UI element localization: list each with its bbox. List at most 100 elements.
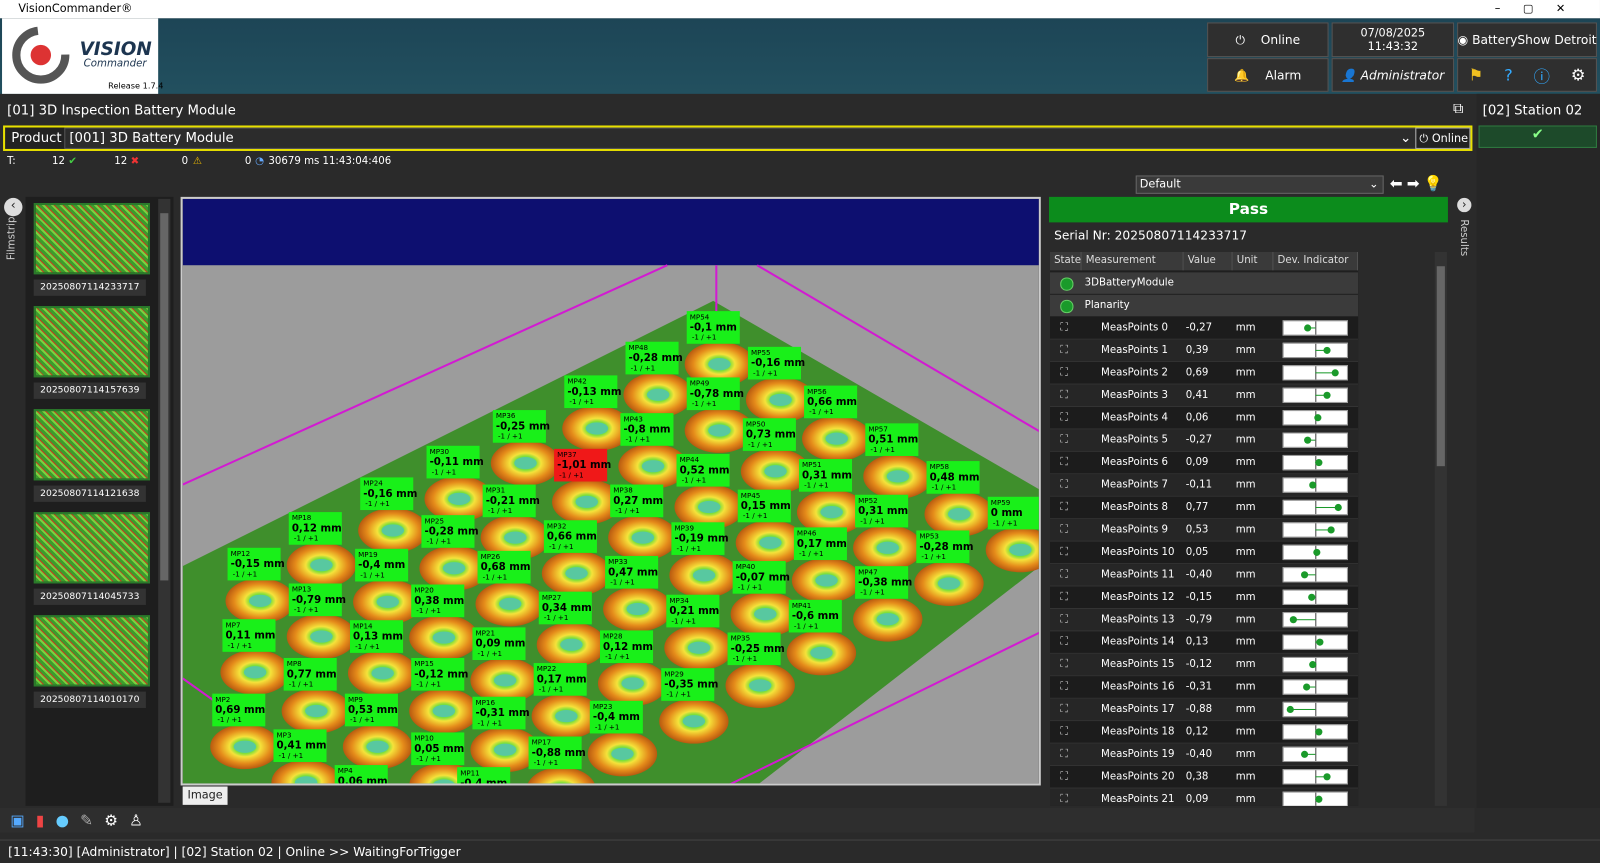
result-nav[interactable]: ⬅➡💡: [1389, 174, 1447, 193]
cell-center: [769, 393, 792, 406]
mp-name: MP10: [414, 734, 434, 743]
mp-value: 0,31 mm: [858, 506, 908, 517]
dev-center: [1315, 321, 1317, 335]
cell-center: [514, 457, 537, 470]
measurement-row: [1049, 339, 1359, 363]
measurement-row: [1049, 496, 1359, 520]
measurement-row: [1049, 429, 1359, 452]
dev-center: [1315, 613, 1317, 627]
cell-center: [248, 594, 272, 607]
product-select[interactable]: [001] 3D Battery Module ⌄: [64, 127, 1417, 149]
dev-indicator: [1282, 499, 1348, 516]
status-button[interactable]: ⏻ Online: [1415, 127, 1471, 149]
mp-label-box: [212, 693, 266, 727]
cell-center: [708, 358, 731, 371]
dev-marker: [1313, 414, 1322, 422]
mp-label-box: [798, 459, 853, 492]
measurement-unit: mm: [1235, 771, 1256, 783]
user-button[interactable]: 👤 Administrator: [1331, 58, 1455, 92]
measurement-name: MeasPoints 5: [1101, 434, 1169, 446]
mp-tolerance: -1 / +1: [355, 642, 380, 651]
time: 11:43:32: [1367, 39, 1419, 54]
state-icon: ⛶: [1060, 477, 1069, 491]
mp-value: 0 mm: [991, 508, 1023, 519]
thumbnail[interactable]: [33, 202, 150, 275]
measurement-unit: mm: [1235, 457, 1256, 469]
mp-value: 0,21 mm: [669, 606, 719, 617]
mp-name: MP18: [292, 513, 312, 522]
mp-name: MP46: [797, 529, 817, 538]
dev-indicator: [1282, 320, 1348, 336]
dev-indicator: [1282, 342, 1348, 359]
mp-name: MP56: [807, 387, 827, 396]
dev-indicator: [1282, 544, 1348, 561]
mp-value: 0,31 mm: [802, 470, 852, 481]
mp-label-box: [426, 445, 480, 479]
measurement-name: MeasPoints 20: [1101, 771, 1175, 783]
dev-marker: [1304, 324, 1312, 332]
window-controls[interactable]: –▢✕: [1494, 2, 1588, 16]
mp-label-box: [599, 630, 654, 664]
mp-name: MP58: [930, 462, 950, 471]
thumbnail[interactable]: [33, 512, 150, 584]
measurement-row: [1049, 698, 1359, 722]
mp-name: MP3: [277, 731, 292, 740]
cell-center: [937, 577, 961, 590]
release: Release 1.7.4: [108, 81, 164, 91]
thumbnail[interactable]: [33, 409, 150, 481]
mp-name: MP23: [593, 702, 613, 711]
mp-tolerance: -1 / +1: [860, 516, 885, 525]
icon-buttons[interactable]: ⚑? ⓘ ⚙: [1457, 58, 1597, 92]
station-button[interactable]: ◉ BatteryShow Detroit: [1457, 22, 1597, 58]
mp-tolerance: -1 / +1: [804, 481, 829, 490]
state-icon: ⛶: [1060, 746, 1069, 760]
warn-count: 0: [181, 156, 189, 168]
filmstrip-scrollbar[interactable]: [158, 198, 171, 803]
measurement-unit: mm: [1235, 614, 1256, 626]
cell-center: [305, 704, 328, 718]
cell-center: [442, 562, 466, 575]
mp-value: 0,12 mm: [603, 642, 653, 653]
mp-tolerance: -1 / +1: [539, 685, 564, 694]
bottom-toolbar[interactable]: ▣▮●✎⚙♙: [0, 807, 1475, 833]
mp-label-box: [865, 423, 919, 456]
dev-bar: [1315, 394, 1327, 396]
measurement-row: [1049, 564, 1359, 587]
alarm-button[interactable]: 🔔 Alarm: [1207, 58, 1329, 92]
cell-center: [947, 508, 971, 521]
online-button[interactable]: ⏻ Online: [1207, 22, 1329, 58]
mp-value: 0,51 mm: [868, 435, 918, 446]
mp-name: MP7: [226, 620, 241, 629]
mp-label-box: [283, 657, 337, 691]
measurement-row: [1049, 743, 1359, 767]
dev-indicator: [1282, 656, 1348, 673]
measurement-value: -0,88: [1185, 703, 1213, 716]
results-toggle[interactable]: ›: [1457, 197, 1472, 213]
measurement-unit: mm: [1235, 546, 1256, 558]
mp-value: 0,68 mm: [481, 562, 531, 573]
mp-label-box: [227, 547, 281, 581]
thumbnail[interactable]: [33, 615, 150, 687]
mp-label-box: [620, 413, 674, 446]
mp-name: MP51: [802, 460, 822, 469]
mp-tolerance: -1 / +1: [743, 511, 768, 520]
dev-bar: [1315, 506, 1338, 509]
results-scrollbar[interactable]: [1434, 251, 1447, 806]
cell-center: [565, 567, 588, 580]
dev-indicator: [1282, 634, 1348, 650]
measurement-name: MeasPoints 8: [1101, 501, 1169, 514]
measurement-value: 0,09: [1185, 793, 1209, 805]
thumbnail[interactable]: [33, 306, 150, 378]
image-tab[interactable]: Image: [182, 786, 228, 805]
preset-select[interactable]: Default ⌄: [1135, 175, 1384, 194]
filmstrip-toggle[interactable]: ‹: [4, 197, 23, 217]
mp-name: MP26: [481, 552, 501, 561]
product-name: [001] 3D Battery Module: [69, 130, 234, 146]
dev-marker: [1331, 369, 1340, 377]
dev-indicator: [1282, 612, 1348, 628]
mp-tolerance: -1 / +1: [809, 407, 834, 416]
mp-value: -0,15 mm: [231, 559, 285, 570]
popout[interactable]: ⧉: [1453, 100, 1464, 118]
measurement-name: MeasPoints 18: [1101, 726, 1175, 738]
mp-value: -0,31 mm: [476, 708, 530, 719]
